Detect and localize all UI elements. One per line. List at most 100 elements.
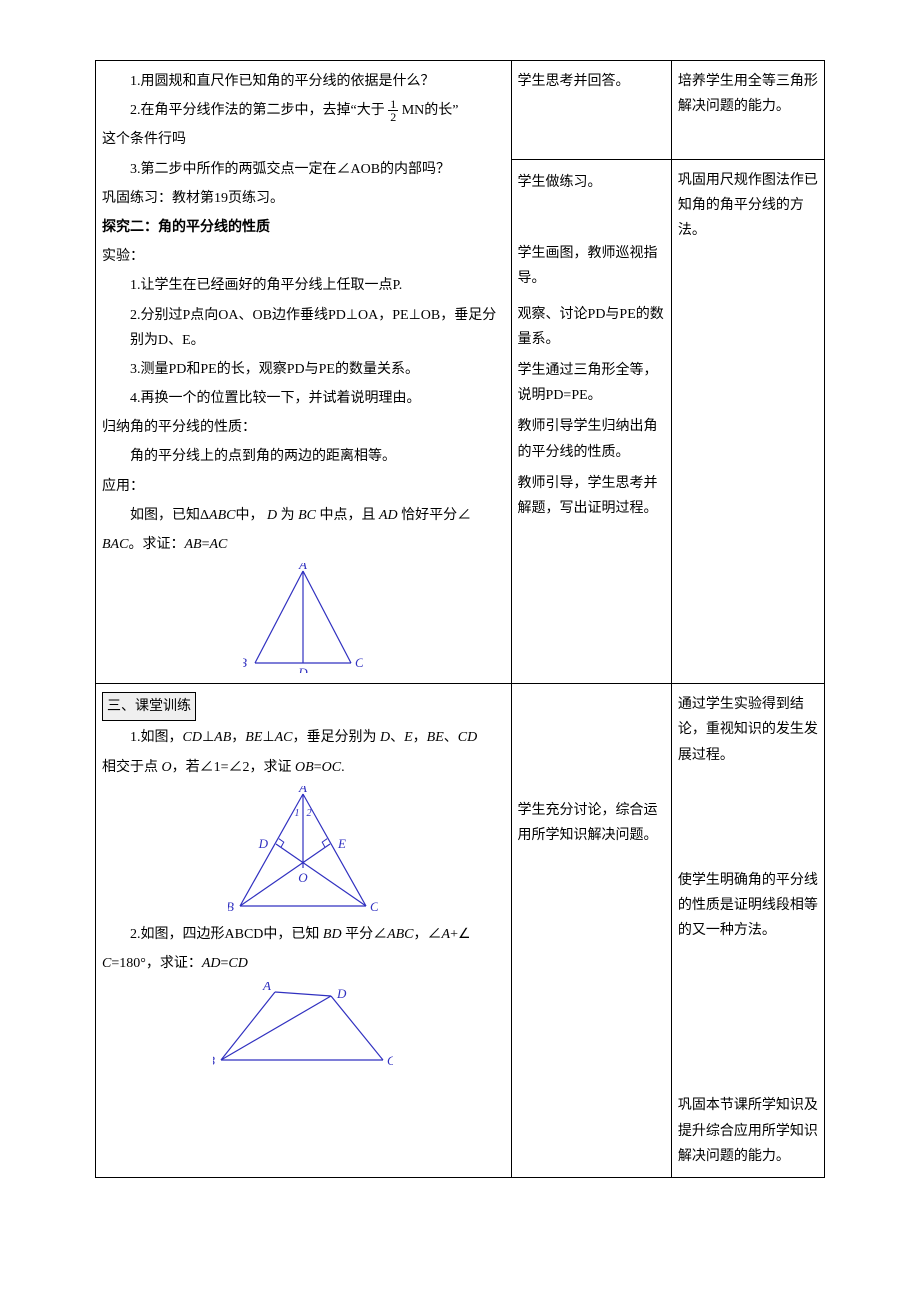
apply-bc: BC [298, 508, 316, 523]
p2-m1: 平分∠ [342, 927, 388, 942]
m5: 学生通过三角形全等，说明PD=PE。 [518, 358, 665, 408]
svg-text:O: O [299, 870, 309, 885]
svg-text:D: D [336, 986, 347, 1001]
m7: 教师引导，学生思考并解题，写出证明过程。 [518, 471, 665, 521]
p1-c3: ， [413, 730, 427, 745]
apply-label: 应用： [102, 474, 505, 499]
page: 1.用圆规和直尺作已知角的平分线的依据是什么？ 2.在角平分线作法的第二步中，去… [0, 0, 920, 1218]
mid-spacer [518, 853, 665, 1053]
property: 角的平分线上的点到角的两边的距离相等。 [102, 444, 505, 469]
apply-m4: 恰好平分∠ [398, 508, 472, 523]
m8: 学生充分讨论，综合运用所学知识解决问题。 [518, 798, 665, 848]
cell-mid-1: 学生思考并回答。 [511, 61, 671, 160]
m1: 学生思考并回答。 [518, 69, 665, 94]
svg-text:E: E [337, 836, 346, 851]
rt5: 巩固本节课所学知识及提升综合应用所学知识解决问题的能力。 [678, 1093, 818, 1169]
problem1-l2: 相交于点 O，若∠1=∠2，求证 OB=OC. [102, 755, 505, 780]
p1-c2: 、 [390, 730, 404, 745]
apply-m2: 为 [277, 508, 298, 523]
p2-l2a: =180°，求证： [111, 956, 202, 971]
m6: 教师引导学生归纳出角的平分线的性质。 [518, 414, 665, 464]
triangle-diagram-2: ABCDEO12 [228, 786, 378, 916]
p1-l2a: 相交于点 [102, 760, 162, 775]
p1-cd: CD [183, 730, 202, 745]
apply-abc: ABC [209, 508, 235, 523]
p2-pre: 2.如图，四边形ABCD中，已知 [130, 927, 323, 942]
rt1: 培养学生用全等三角形解决问题的能力。 [678, 69, 818, 119]
q2-mid: MN的长” [402, 103, 459, 118]
p1-m1: ，垂足分别为 [292, 730, 380, 745]
row-1: 1.用圆规和直尺作已知角的平分线的依据是什么？ 2.在角平分线作法的第二步中，去… [96, 61, 825, 160]
e4: 4.再换一个的位置比较一下，并试着说明理由。 [102, 386, 505, 411]
p1-d: D [380, 730, 390, 745]
summarize: 归纳角的平分线的性质： [102, 415, 505, 440]
svg-text:C: C [370, 899, 378, 914]
p1-o: O [162, 760, 172, 775]
section3-box: 三、课堂训练 [102, 692, 196, 721]
p1-eq: = [314, 760, 322, 775]
p1-perp1: ⊥ [202, 730, 214, 745]
p1-p2: ⊥ [262, 730, 274, 745]
problem2: 2.如图，四边形ABCD中，已知 BD 平分∠ABC，∠A+∠ [102, 922, 505, 947]
svg-text:1: 1 [295, 808, 300, 819]
m4: 观察、讨论PD与PE的数量系。 [518, 302, 665, 352]
problem2-l2: C=180°，求证：AD=CD [102, 951, 505, 976]
q2: 2.在角平分线作法的第二步中，去掉“大于 12 MN的长” [102, 98, 505, 123]
p2-abc: ABC [387, 927, 413, 942]
apply-ad: AD [379, 508, 398, 523]
cell-left-2: 三、课堂训练 1.如图，CD⊥AB，BE⊥AC，垂足分别为 D、E，BE、CD … [96, 684, 512, 1178]
apply-m5: 。求证： [128, 537, 184, 552]
apply-m3: 中点，且 [316, 508, 379, 523]
cell-right-3: 通过学生实验得到结论，重视知识的发生发展过程。 使学生明确角的平分线的性质是证明… [671, 684, 824, 1178]
p1-l2b: ，若∠1=∠2，求证 [172, 760, 295, 775]
cell-left-1: 1.用圆规和直尺作已知角的平分线的依据是什么？ 2.在角平分线作法的第二步中，去… [96, 61, 512, 684]
svg-text:B: B [243, 655, 247, 670]
p1-e: E [404, 730, 413, 745]
apply-problem: 如图，已知ΔABC中， D 为 BC 中点，且 AD 恰好平分∠ [102, 503, 505, 528]
e1: 1.让学生在已经画好的角平分线上任取一点P. [102, 273, 505, 298]
explore2-heading: 探究二：角的平分线的性质 [102, 215, 505, 240]
p1-c1: ， [231, 730, 245, 745]
p2-m2: ，∠ [414, 927, 442, 942]
p1-ab: AB [214, 730, 231, 745]
apply-ab: AB [184, 537, 201, 552]
p1-oc: OC [322, 760, 341, 775]
lesson-table: 1.用圆规和直尺作已知角的平分线的依据是什么？ 2.在角平分线作法的第二步中，去… [95, 60, 825, 1178]
apply-pre: 如图，已知Δ [130, 508, 209, 523]
m3: 学生画图，教师巡视指导。 [518, 241, 665, 291]
q2-tail: 这个条件行吗 [102, 127, 505, 152]
apply-ac: AC [209, 537, 227, 552]
m2: 学生做练习。 [518, 170, 665, 195]
consolidate: 巩固练习：教材第19页练习。 [102, 186, 505, 211]
p1-c4: 、 [444, 730, 458, 745]
svg-text:A: A [298, 786, 307, 795]
svg-text:B: B [228, 899, 234, 914]
cell-right-1: 培养学生用全等三角形解决问题的能力。 [671, 61, 824, 160]
apply-d: D [267, 508, 277, 523]
q2-pre: 2.在角平分线作法的第二步中，去掉“大于 [130, 103, 385, 118]
p2-c: C [102, 956, 111, 971]
cell-mid-3: 学生充分讨论，综合运用所学知识解决问题。 [511, 684, 671, 1178]
p1-ob: OB [295, 760, 314, 775]
p1-pre: 1.如图， [130, 730, 183, 745]
q2-den: 2 [388, 111, 398, 123]
apply-problem-l2: BAC。求证：AB=AC [102, 532, 505, 557]
experiment-label: 实验： [102, 244, 505, 269]
svg-text:A: A [298, 563, 307, 572]
e3: 3.测量PD和PE的长，观察PD与PE的数量关系。 [102, 357, 505, 382]
cell-mid-2: 学生做练习。 学生画图，教师巡视指导。 观察、讨论PD与PE的数量系。 学生通过… [511, 160, 671, 684]
q1: 1.用圆规和直尺作已知角的平分线的依据是什么？ [102, 69, 505, 94]
rt3: 通过学生实验得到结论，重视知识的发生发展过程。 [678, 692, 818, 768]
p2-a: A [442, 927, 451, 942]
q3: 3.第二步中所作的两弧交点一定在∠AOB的内部吗？ [102, 157, 505, 182]
rt4: 使学生明确角的平分线的性质是证明线段相等的又一种方法。 [678, 868, 818, 944]
section3: 三、课堂训练 [102, 692, 505, 721]
p2-cd: CD [228, 956, 247, 971]
apply-m1: 中， [235, 508, 267, 523]
svg-text:C: C [355, 655, 363, 670]
apply-bac: BAC [102, 537, 128, 552]
p1-cd2: CD [458, 730, 477, 745]
svg-text:B: B [213, 1053, 215, 1068]
e2: 2.分别过P点向OA、OB边作垂线PD⊥OA，PE⊥OB，垂足分别为D、E。 [102, 303, 505, 353]
svg-text:D: D [258, 836, 269, 851]
